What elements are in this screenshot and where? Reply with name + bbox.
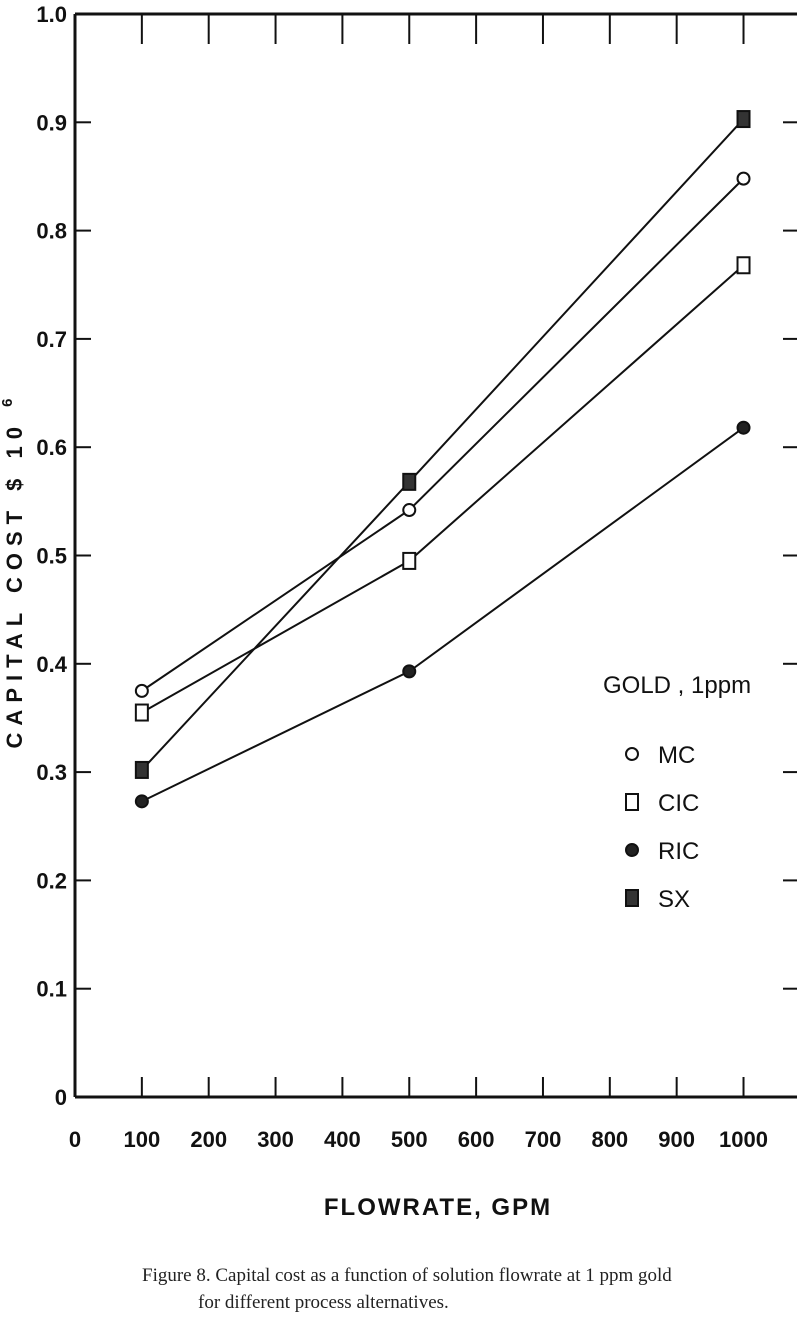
legend-marker-ric — [625, 843, 639, 857]
series-sx — [134, 110, 751, 779]
legend-label-mc: MC — [658, 742, 695, 769]
legend-label-sx: SX — [658, 886, 690, 913]
series-ric-line — [141, 426, 745, 803]
data-point-mc — [134, 683, 149, 698]
y-tick-label: 0.4 — [36, 652, 67, 677]
legend-label-ric: RIC — [658, 838, 699, 865]
caption-line-2: for different process alternatives. — [198, 1292, 449, 1313]
data-point-mc — [736, 171, 751, 186]
y-tick-label: 0.8 — [36, 219, 67, 244]
x-axis-title: FLOWRATE, GPM — [324, 1194, 552, 1221]
y-tick-label: 0.3 — [36, 760, 67, 785]
y-axis-ticks: 0 0.1 0.2 0.3 0.4 0.5 0.6 0.7 0.8 0.9 1.0 — [36, 2, 797, 1110]
series-mc — [134, 171, 751, 698]
data-point-cic — [736, 256, 751, 275]
figure-caption: Figure 8. Capital cost as a function of … — [142, 1262, 672, 1316]
x-tick-label: 600 — [458, 1127, 495, 1152]
x-tick-label: 300 — [257, 1127, 294, 1152]
y-tick-label: 0.6 — [36, 435, 67, 460]
y-axis-title: CAPITAL COST $ 10 6 — [0, 392, 27, 749]
data-point-sx — [134, 760, 149, 779]
series-cic-line — [141, 264, 745, 714]
y-axis-title-superscript: 6 — [0, 392, 16, 407]
data-point-ric — [736, 420, 751, 435]
x-tick-label: 700 — [525, 1127, 562, 1152]
legend-title: GOLD , 1ppm — [603, 672, 751, 699]
series-cic — [134, 256, 751, 722]
series-lines — [134, 110, 751, 809]
y-axis-title-main: CAPITAL COST $ 10 — [2, 420, 27, 748]
x-tick-label: 1000 — [719, 1127, 768, 1152]
axes — [73, 12, 797, 1099]
legend: GOLD , 1ppm MC CIC RIC SX — [603, 672, 751, 913]
y-tick-label: 0.7 — [36, 327, 67, 352]
data-point-sx — [736, 110, 751, 129]
series-mc-line — [141, 177, 745, 692]
x-tick-label: 500 — [391, 1127, 428, 1152]
y-tick-label: 0.2 — [36, 868, 67, 893]
legend-label-cic: CIC — [658, 790, 699, 817]
data-point-ric — [402, 664, 417, 679]
x-tick-label: 0 — [69, 1127, 81, 1152]
data-point-sx — [402, 472, 417, 491]
y-tick-label: 1.0 — [36, 2, 67, 27]
data-point-ric — [134, 794, 149, 809]
y-tick-label: 0 — [55, 1085, 67, 1110]
legend-marker-cic — [625, 793, 639, 811]
series-ric — [134, 420, 751, 809]
x-axis-ticks: 0 100 200 300 400 500 600 700 800 900 1000 — [69, 14, 768, 1152]
x-tick-label: 900 — [658, 1127, 695, 1152]
chart: 0 100 200 300 400 500 600 700 800 900 1000 0 0.1 0.2… — [0, 2, 797, 1221]
legend-marker-mc — [625, 747, 639, 761]
y-tick-label: 0.5 — [36, 544, 67, 569]
x-tick-label: 100 — [123, 1127, 160, 1152]
y-tick-label: 0.1 — [36, 977, 67, 1002]
data-point-mc — [402, 503, 417, 518]
legend-marker-sx — [625, 889, 639, 907]
data-point-cic — [134, 703, 149, 722]
x-tick-label: 800 — [591, 1127, 628, 1152]
y-tick-label: 0.9 — [36, 110, 67, 135]
caption-line-1: Figure 8. Capital cost as a function of … — [142, 1265, 672, 1286]
x-tick-label: 400 — [324, 1127, 361, 1152]
data-point-cic — [402, 551, 417, 570]
x-tick-label: 200 — [190, 1127, 227, 1152]
